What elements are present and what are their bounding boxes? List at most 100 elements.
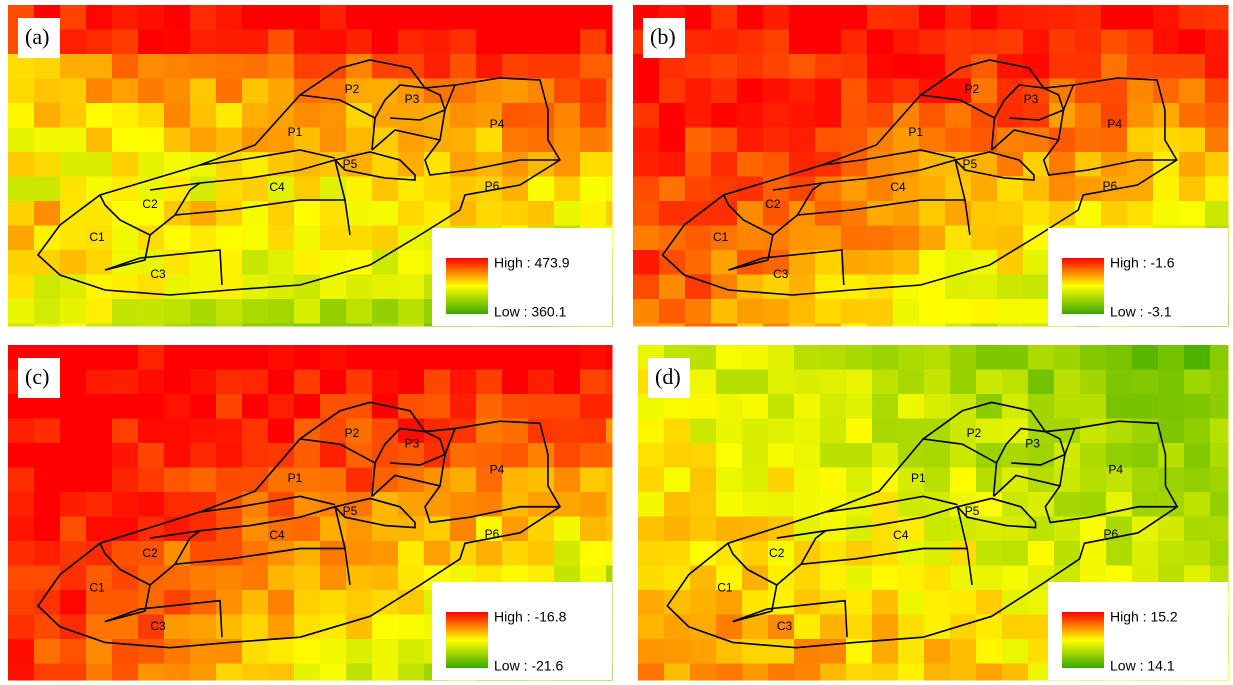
- heat-cell: [86, 614, 113, 640]
- heat-cell: [664, 590, 691, 615]
- heat-cell: [872, 394, 899, 419]
- region-label: P4: [490, 117, 505, 131]
- heat-cell: [1028, 492, 1055, 517]
- heat-cell: [8, 274, 35, 300]
- heat-cell: [112, 394, 139, 419]
- heat-cell: [659, 127, 686, 153]
- heat-cell: [86, 250, 113, 275]
- heat-cell: [690, 418, 717, 444]
- heat-cell: [742, 663, 769, 681]
- heat-cell: [580, 394, 607, 419]
- heat-cell: [216, 369, 243, 395]
- heat-cell: [268, 250, 295, 275]
- heat-cell: [216, 299, 243, 324]
- heat-cell: [794, 418, 821, 444]
- heat-cell: [1054, 492, 1081, 517]
- heat-cell: [86, 29, 113, 55]
- region-label: C3: [150, 619, 166, 633]
- heat-cell: [820, 443, 847, 468]
- heat-cell: [950, 369, 977, 395]
- heat-cell: [164, 663, 191, 681]
- heat-cell: [164, 176, 191, 202]
- heat-cell: [138, 299, 165, 324]
- region-boundary: [993, 474, 1061, 497]
- heat-cell: [924, 565, 951, 591]
- heat-cell: [138, 250, 165, 275]
- heat-cell: [372, 394, 399, 419]
- heat-cell: [1179, 201, 1206, 226]
- heat-cell: [1153, 176, 1180, 202]
- heat-cell: [112, 323, 139, 327]
- heat-cell: [1184, 541, 1211, 566]
- heat-cell: [1075, 201, 1102, 226]
- heat-cell: [554, 201, 581, 226]
- heat-cell: [763, 127, 790, 153]
- heat-cell: [685, 250, 712, 275]
- heat-cell: [528, 103, 555, 128]
- heat-cell: [768, 418, 795, 444]
- heat-cell: [1002, 516, 1029, 542]
- heat-cell: [60, 639, 87, 664]
- heat-cell: [737, 225, 764, 251]
- heat-cell: [294, 663, 321, 681]
- heat-cell: [1023, 5, 1050, 30]
- heat-cell: [1002, 639, 1029, 664]
- heat-cell: [763, 5, 790, 30]
- heat-cell: [554, 516, 581, 542]
- heat-cell: [216, 201, 243, 226]
- heat-cell: [34, 418, 61, 444]
- region-label: P5: [963, 157, 978, 171]
- heat-cell: [34, 492, 61, 517]
- heat-cell: [138, 54, 165, 79]
- heat-cell: [346, 443, 373, 468]
- heat-cell: [268, 663, 295, 681]
- heat-cell: [690, 345, 717, 370]
- heat-cell: [606, 443, 613, 468]
- heat-cell: [502, 5, 529, 30]
- heat-cell: [450, 369, 477, 395]
- heat-cell: [893, 54, 920, 79]
- region-boundary: [299, 438, 376, 497]
- heat-cell: [372, 614, 399, 640]
- heat-cell: [664, 516, 691, 542]
- heat-cell: [346, 54, 373, 79]
- heat-cell: [685, 127, 712, 153]
- heat-cell: [112, 78, 139, 104]
- heat-cell: [711, 274, 738, 300]
- heat-cell: [1210, 516, 1229, 542]
- heat-cell: [1023, 225, 1050, 251]
- heat-cell: [554, 345, 581, 370]
- heat-cell: [86, 54, 113, 79]
- heat-cell: [502, 345, 529, 370]
- heat-cell: [398, 5, 425, 30]
- heat-cell: [502, 443, 529, 468]
- heat-cell: [372, 345, 399, 370]
- heat-cell: [919, 5, 946, 30]
- panel-label: (d): [655, 364, 681, 389]
- heat-cell: [1132, 369, 1159, 395]
- heat-cell: [1158, 369, 1185, 395]
- heat-cell: [424, 78, 451, 104]
- heat-cell: [242, 394, 269, 419]
- heat-cell: [976, 590, 1003, 615]
- heat-cell: [8, 492, 35, 517]
- region-label: C3: [777, 619, 793, 633]
- heat-cell: [1049, 54, 1076, 79]
- heat-cell: [372, 54, 399, 79]
- heat-cell: [528, 29, 555, 55]
- heat-cell: [846, 516, 873, 542]
- heat-cell: [294, 516, 321, 542]
- heat-cell: [606, 201, 613, 226]
- heat-cell: [138, 78, 165, 104]
- heat-cell: [1205, 29, 1229, 55]
- heat-cell: [216, 394, 243, 419]
- heat-cell: [60, 5, 87, 30]
- heat-cell: [164, 299, 191, 324]
- heat-cell: [867, 29, 894, 55]
- region-label: C2: [765, 197, 781, 211]
- heat-cell: [346, 176, 373, 202]
- heat-cell: [294, 467, 321, 493]
- heat-cell: [294, 565, 321, 591]
- heat-cell: [1023, 176, 1050, 202]
- heat-cell: [60, 152, 87, 177]
